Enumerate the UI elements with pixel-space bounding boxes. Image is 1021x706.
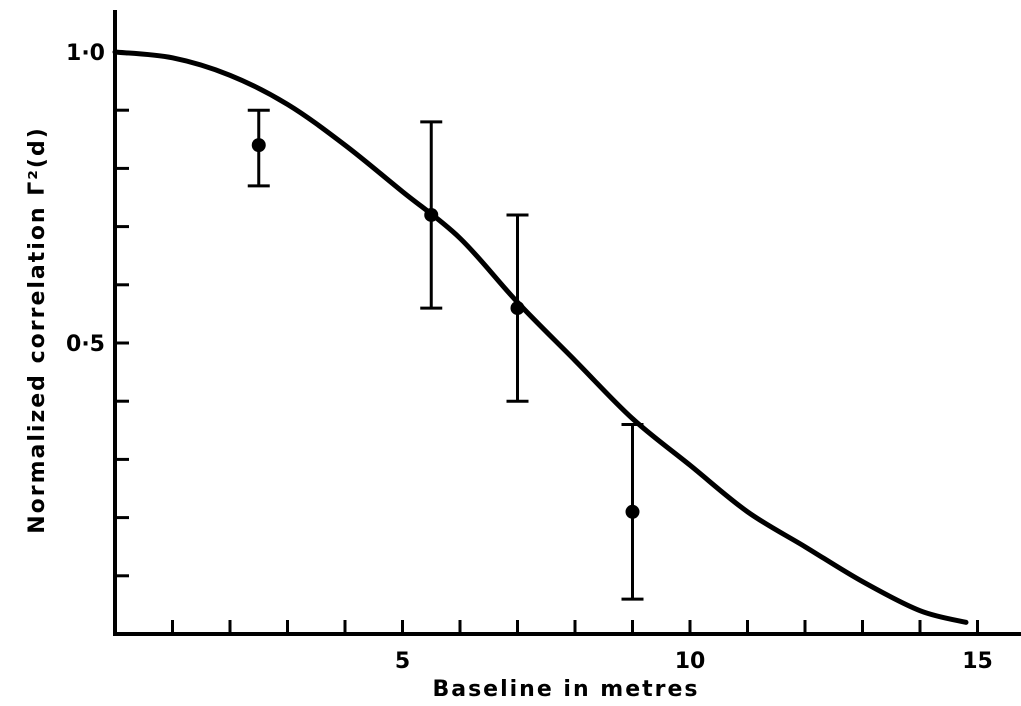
y-tick-label: 1·0 (66, 41, 105, 66)
plot-area (112, 49, 969, 625)
data-point (625, 504, 640, 519)
y-axis-title: Normalized correlation Γ²(d) (25, 126, 50, 534)
data-point-group (420, 120, 443, 310)
x-tick-label: 10 (675, 649, 706, 674)
x-axis-title: Baseline in metres (432, 677, 699, 702)
data-point-group (621, 422, 644, 601)
data-point (251, 138, 266, 153)
y-tick-labels: 0·5 1·0 (66, 41, 105, 357)
x-tick-label: 15 (962, 649, 993, 674)
x-ticks (171, 620, 979, 634)
axes (113, 10, 1021, 636)
data-point-group (247, 108, 270, 188)
y-tick-label: 0·5 (66, 332, 105, 357)
data-point (510, 301, 525, 316)
y-ticks (115, 50, 129, 578)
correlation-curve (112, 49, 969, 625)
data-point-group (506, 213, 529, 403)
x-tick-label: 5 (395, 649, 410, 674)
data-point (424, 207, 439, 222)
x-tick-labels: 5 10 15 (395, 649, 993, 674)
